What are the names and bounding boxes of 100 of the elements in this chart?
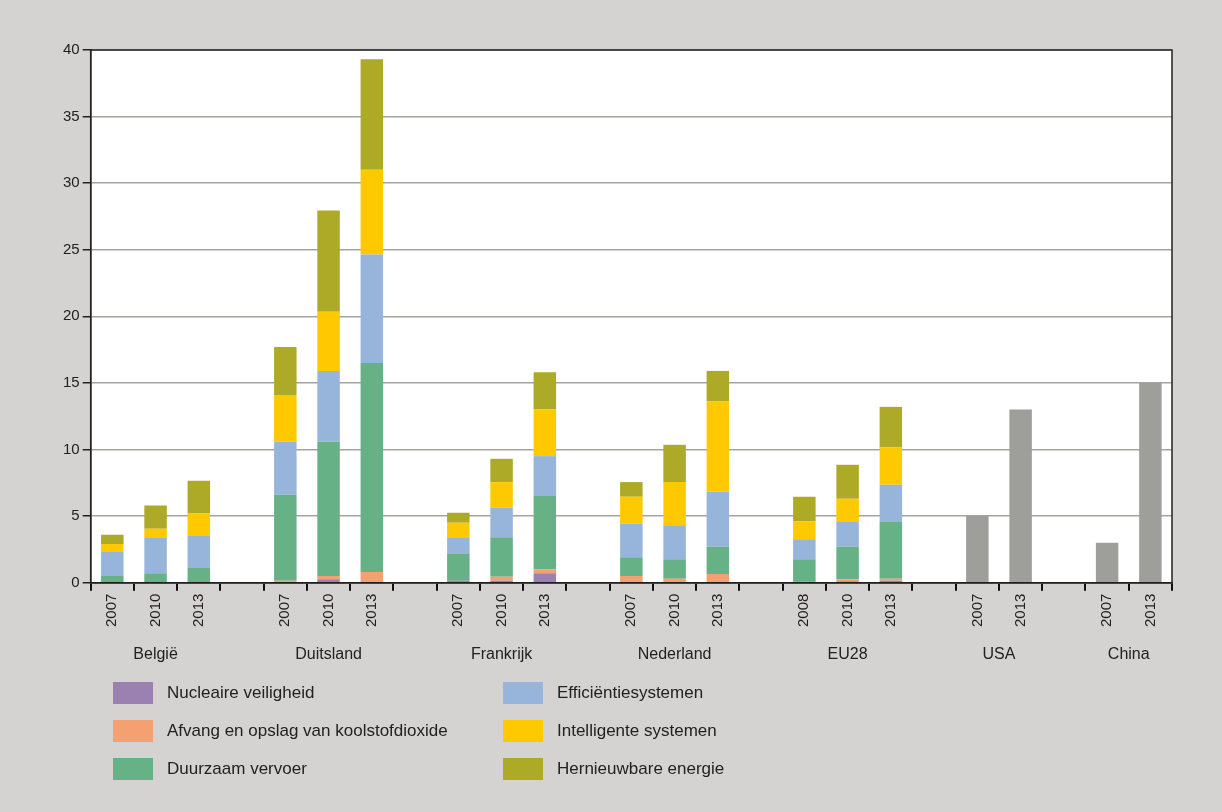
bar (533, 496, 557, 570)
x-tick-label: 2008 (794, 593, 812, 628)
bar (1095, 542, 1119, 582)
bar (317, 311, 340, 371)
bar (706, 546, 730, 574)
bar (317, 441, 340, 576)
bar (317, 575, 340, 580)
x-tick-label: 2013 (1010, 593, 1028, 628)
bar (144, 528, 167, 539)
x-tick-label: 2010 (664, 593, 682, 628)
bar (360, 362, 384, 572)
bar (360, 169, 384, 255)
legend-label: Duurzaam vervoer (167, 759, 307, 779)
bar (620, 575, 643, 582)
bar (360, 59, 384, 170)
bar (533, 372, 557, 410)
bar (663, 444, 686, 483)
bar (533, 569, 557, 574)
x-tick-label: 2010 (837, 593, 855, 628)
y-tick-label: 10 (63, 439, 80, 457)
x-tick-label: 2007 (275, 593, 293, 628)
bar (490, 576, 513, 581)
bar (490, 482, 513, 508)
x-tick-label: 2010 (145, 593, 163, 628)
bar (620, 557, 643, 576)
x-tick-label: 2007 (1097, 593, 1115, 628)
x-tick-label: 2013 (881, 593, 898, 628)
y-tick-label: 15 (63, 373, 80, 391)
x-tick-label: 2013 (1140, 593, 1158, 628)
x-tick-label: 2007 (967, 593, 985, 628)
y-tick-label: 5 (71, 506, 80, 524)
y-tick-label: 0 (71, 572, 80, 590)
text: China (1107, 645, 1150, 663)
bar (706, 573, 730, 582)
bar (187, 567, 211, 582)
text: EU28 (827, 645, 868, 663)
x-tick-label: 2013 (707, 593, 725, 628)
bar (490, 537, 513, 577)
bar (144, 505, 167, 529)
x-tick-label: 2013 (534, 593, 552, 628)
bar (793, 496, 816, 522)
bar (879, 406, 903, 448)
bar (144, 538, 167, 574)
bar (101, 544, 124, 553)
x-tick-label: 2007 (448, 593, 466, 628)
bar (187, 536, 211, 568)
bar (706, 491, 730, 547)
bar (144, 573, 167, 582)
bar (533, 409, 557, 457)
y-tick-label: 25 (63, 239, 80, 257)
bar (101, 575, 124, 582)
y-tick-label: 30 (63, 173, 80, 191)
legend-label: Intelligente systemen (557, 721, 717, 741)
bar (274, 346, 297, 395)
bar (836, 464, 859, 499)
bar (793, 521, 816, 540)
bar (836, 522, 859, 547)
bar (533, 573, 557, 582)
x-tick-label: 2013 (188, 593, 206, 628)
bar (793, 539, 816, 560)
bar (490, 458, 513, 483)
legend-label: Nucleaire veiligheid (167, 683, 315, 703)
bar (447, 537, 470, 554)
bar (663, 482, 686, 526)
x-tick-label: 2007 (621, 593, 639, 628)
bar (274, 441, 297, 495)
bar (836, 498, 859, 523)
text: Nederland (637, 645, 712, 663)
text: België (133, 645, 178, 663)
bar (447, 554, 470, 581)
legend-label: Efficiëntiesystemen (557, 683, 704, 703)
bar (706, 401, 730, 492)
bar (620, 523, 643, 558)
bar (317, 210, 340, 312)
bar (879, 484, 903, 523)
bar (879, 522, 903, 579)
bar (274, 394, 297, 442)
bar (663, 559, 686, 579)
bar (490, 507, 513, 538)
bar (620, 496, 643, 524)
bar (620, 482, 643, 497)
text: Duitsland (295, 645, 362, 663)
bar (317, 579, 340, 582)
bar (663, 525, 686, 560)
bar (663, 578, 686, 582)
bar (101, 534, 124, 545)
y-tick-label: 35 (63, 106, 80, 124)
bar (187, 480, 211, 514)
bar (274, 494, 297, 581)
bar (447, 512, 470, 523)
bar (706, 370, 730, 402)
legend-label: Hernieuwbare energie (557, 759, 725, 779)
bar (360, 571, 384, 582)
text: Frankrijk (470, 645, 534, 663)
bar (187, 513, 211, 537)
bar (447, 522, 470, 538)
bar (317, 370, 340, 442)
legend-label: Afvang en opslag van koolstofdioxide (167, 721, 448, 741)
x-tick-label: 2013 (361, 593, 379, 628)
x-tick-label: 2007 (102, 593, 120, 628)
